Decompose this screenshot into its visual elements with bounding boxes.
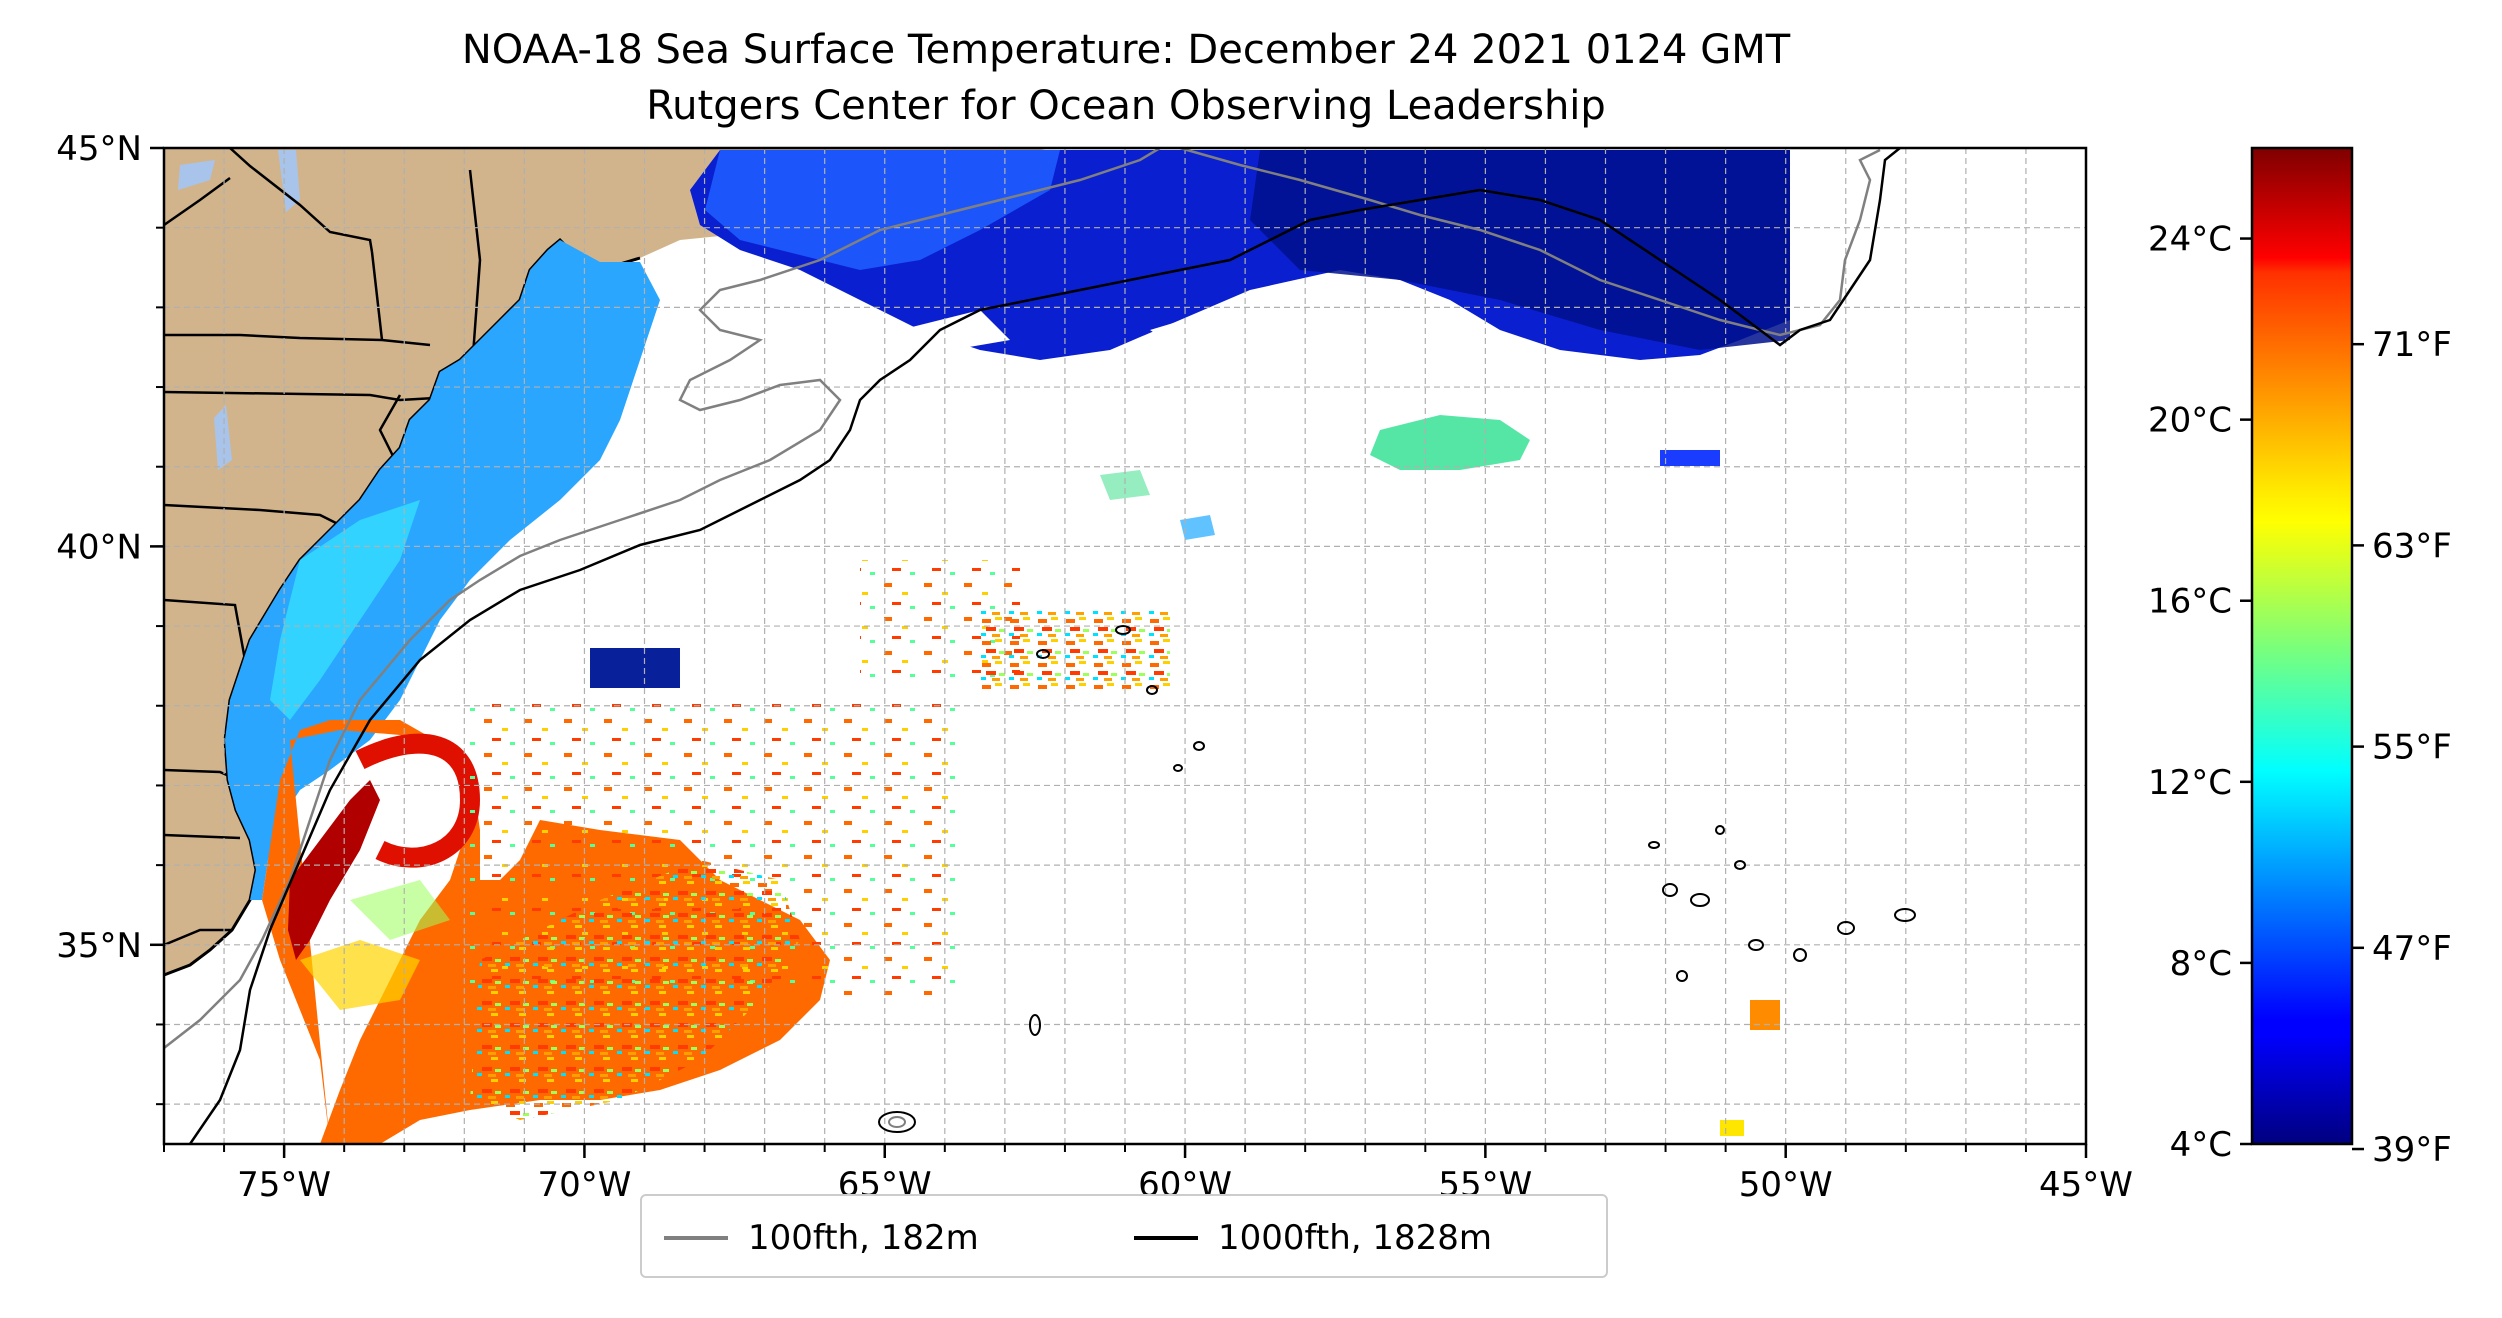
isobath-legend: 100fth, 182m 1000fth, 1828m (640, 1194, 1608, 1278)
legend-swatch-1000fth (1134, 1236, 1198, 1240)
fahrenheit-tick-label: 55°F (2372, 728, 2452, 768)
lat-axis: 35°N 40°N 45°N (56, 129, 164, 1106)
celsius-tick-label: 8°C (2170, 944, 2232, 984)
sst-scattered-pixels (1750, 1000, 1780, 1030)
celsius-tick-label: 12°C (2148, 763, 2232, 803)
fahrenheit-tick-label: 63°F (2372, 526, 2452, 566)
sst-eddy-core (398, 776, 447, 814)
colorbar-fahrenheit-axis: 39°F 47°F 55°F 63°F 71°F (2352, 325, 2452, 1170)
lon-tick-label: 70°W (537, 1165, 631, 1205)
land-area (164, 148, 1050, 975)
sst-scattered-pixels (1720, 1120, 1744, 1136)
sst-green-patch (1180, 515, 1215, 540)
sst-mixed-swath (350, 880, 450, 940)
fahrenheit-tick-label: 39°F (2372, 1130, 2452, 1170)
colorbar-gradient (2250, 146, 2354, 1146)
sst-scattered-pixels (1660, 450, 1720, 466)
lon-tick-label: 45°W (2039, 1165, 2133, 1205)
legend-label-1000fth: 1000fth, 1828m (1218, 1218, 1493, 1258)
sst-shelf-band (270, 500, 420, 720)
sst-warm-ring (355, 733, 481, 868)
sst-warm-core (288, 780, 380, 960)
fahrenheit-tick-label: 71°F (2372, 325, 2452, 365)
sst-scattered-pixels (470, 860, 800, 1120)
sst-cold-region (1250, 150, 1790, 350)
cloud-gap (760, 280, 860, 330)
lat-tick-label: 45°N (56, 129, 142, 169)
lat-tick-label: 40°N (56, 527, 142, 567)
chart-title: NOAA-18 Sea Surface Temperature: Decembe… (461, 27, 1791, 73)
celsius-tick-label: 4°C (2170, 1125, 2232, 1165)
legend-item-1000fth: 1000fth, 1828m (1134, 1218, 1492, 1258)
lake (214, 405, 232, 470)
legend-swatch-100fth (664, 1236, 728, 1240)
sst-green-patch (1370, 415, 1530, 470)
colorbar-celsius-axis: 4°C 8°C 12°C 16°C 20°C 24°C (2148, 220, 2252, 1165)
sst-shelf-band (225, 240, 660, 900)
cloud-gap (1150, 300, 1280, 350)
sst-deep-blue-patch (590, 648, 680, 688)
fahrenheit-tick-label: 47°F (2372, 929, 2452, 969)
lon-tick-label: 75°W (237, 1165, 331, 1205)
legend-item-100fth: 100fth, 182m (664, 1218, 979, 1258)
isobath-1000fth (188, 148, 1901, 1144)
legend-label-100fth: 100fth, 182m (748, 1218, 979, 1258)
map-content (164, 148, 1790, 1144)
lat-tick-label: 35°N (56, 926, 142, 966)
chart-subtitle: Rutgers Center for Ocean Observing Leade… (646, 83, 1606, 129)
lake (278, 150, 300, 212)
sst-cold-region (705, 150, 1060, 270)
lon-tick-label: 50°W (1739, 1165, 1833, 1205)
celsius-tick-label: 24°C (2148, 220, 2232, 260)
sst-mixed-swath (300, 940, 420, 1010)
celsius-tick-label: 16°C (2148, 582, 2232, 622)
seamount-contours (878, 625, 1916, 1133)
sst-scattered-pixels (980, 610, 1170, 690)
isobath-100fth (164, 148, 1881, 1049)
sst-green-patch (1100, 470, 1150, 500)
lake (178, 160, 215, 190)
celsius-tick-label: 20°C (2148, 401, 2232, 441)
